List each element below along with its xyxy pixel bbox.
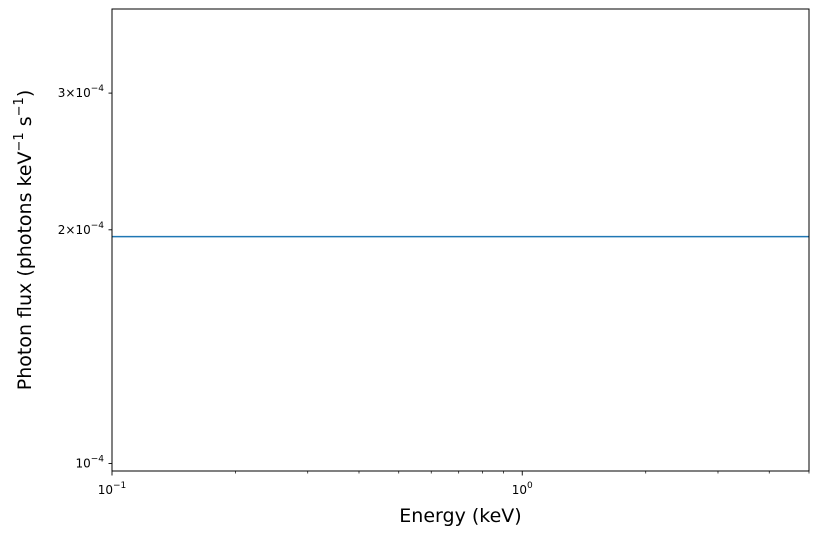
y-axis-label-prefix: Photon flux (photons keV [14,151,36,390]
y-axis-ticks: 10−42×10−43×10−4 [58,84,112,470]
x-tick-label: 100 [512,481,533,497]
y-axis-label-exp-1: −1 [12,132,27,151]
x-axis-ticks: 10−1 100 [98,471,810,497]
x-tick-label-exp: 0 [527,481,533,491]
y-tick-label-base: 10 [75,86,90,100]
y-axis-label-middle: s [14,116,36,132]
y-tick-label-exp: −4 [91,84,105,94]
y-tick-label-prefix: 3× [58,86,76,100]
y-tick-label: 3×10−4 [58,84,105,100]
y-axis-label-exp-2: −1 [12,97,27,116]
y-tick-label-base: 10 [75,223,90,237]
x-tick-label-base: 10 [98,483,113,497]
y-tick-label-base: 10 [75,456,90,470]
y-tick-label-exp: −4 [91,454,105,464]
x-tick-label-base: 10 [512,483,527,497]
y-tick-label: 10−4 [75,454,104,470]
x-axis-label: Energy (keV) [399,505,521,527]
y-axis-label: Photon flux (photons keV−1 s−1) [12,90,36,391]
y-tick-label-prefix: 2× [58,223,76,237]
y-axis-label-suffix: ) [14,90,36,97]
axes-frame [111,8,810,472]
x-tick-label-exp: −1 [113,481,126,491]
y-tick-label-exp: −4 [91,221,105,231]
plot-area [111,8,810,472]
y-tick-label: 2×10−4 [58,221,105,237]
x-tick-label: 10−1 [98,481,127,497]
